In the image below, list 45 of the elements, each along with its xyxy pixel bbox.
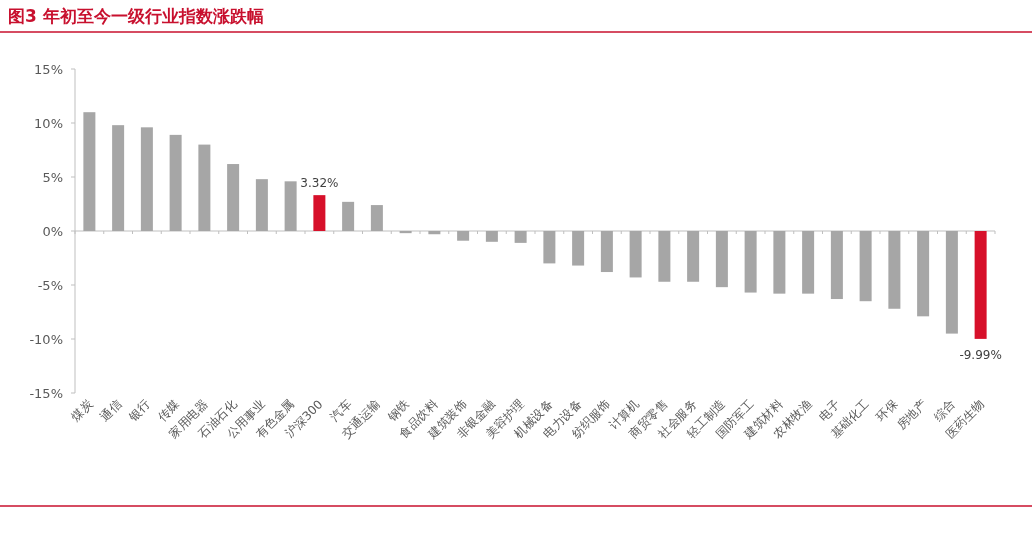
bar — [715, 231, 728, 288]
y-tick-label: 0% — [42, 224, 63, 239]
x-tick-label: 银行 — [125, 397, 153, 425]
y-tick-label: 15% — [34, 62, 63, 77]
bar — [917, 231, 930, 317]
y-tick-label: -5% — [37, 278, 63, 293]
bar — [198, 144, 211, 231]
bar — [514, 231, 527, 243]
x-tick-label: 煤炭 — [68, 397, 96, 425]
bar — [399, 231, 412, 234]
bar — [83, 112, 96, 231]
data-label: -9.99% — [959, 347, 1002, 362]
y-tick-label: -15% — [29, 386, 63, 401]
y-tick-label: 5% — [42, 170, 63, 185]
x-tick-label: 通信 — [97, 397, 125, 425]
bar — [457, 231, 470, 241]
bar — [284, 181, 297, 231]
bar — [169, 134, 182, 231]
bar — [543, 231, 556, 264]
bar — [888, 231, 901, 309]
bar — [370, 205, 383, 231]
bar — [227, 164, 240, 231]
bar — [687, 231, 700, 282]
bar — [255, 179, 268, 231]
y-tick-label: 10% — [34, 116, 63, 131]
data-label: 3.32% — [300, 176, 339, 191]
bar — [140, 127, 153, 231]
bar — [773, 231, 786, 294]
bar — [830, 231, 843, 300]
bar — [974, 231, 987, 339]
bar — [859, 231, 872, 302]
bar — [313, 195, 326, 231]
bar — [945, 231, 958, 334]
bar — [112, 125, 125, 231]
y-tick-label: -10% — [29, 332, 63, 347]
bar — [428, 231, 441, 235]
bar — [572, 231, 585, 266]
bar — [485, 231, 498, 242]
bar — [600, 231, 613, 273]
bar — [744, 231, 757, 293]
bar — [629, 231, 642, 278]
bar — [658, 231, 671, 282]
chart-title: 图3 年初至今一级行业指数涨跌幅 — [8, 6, 264, 26]
bar — [342, 201, 355, 231]
bar — [802, 231, 815, 294]
